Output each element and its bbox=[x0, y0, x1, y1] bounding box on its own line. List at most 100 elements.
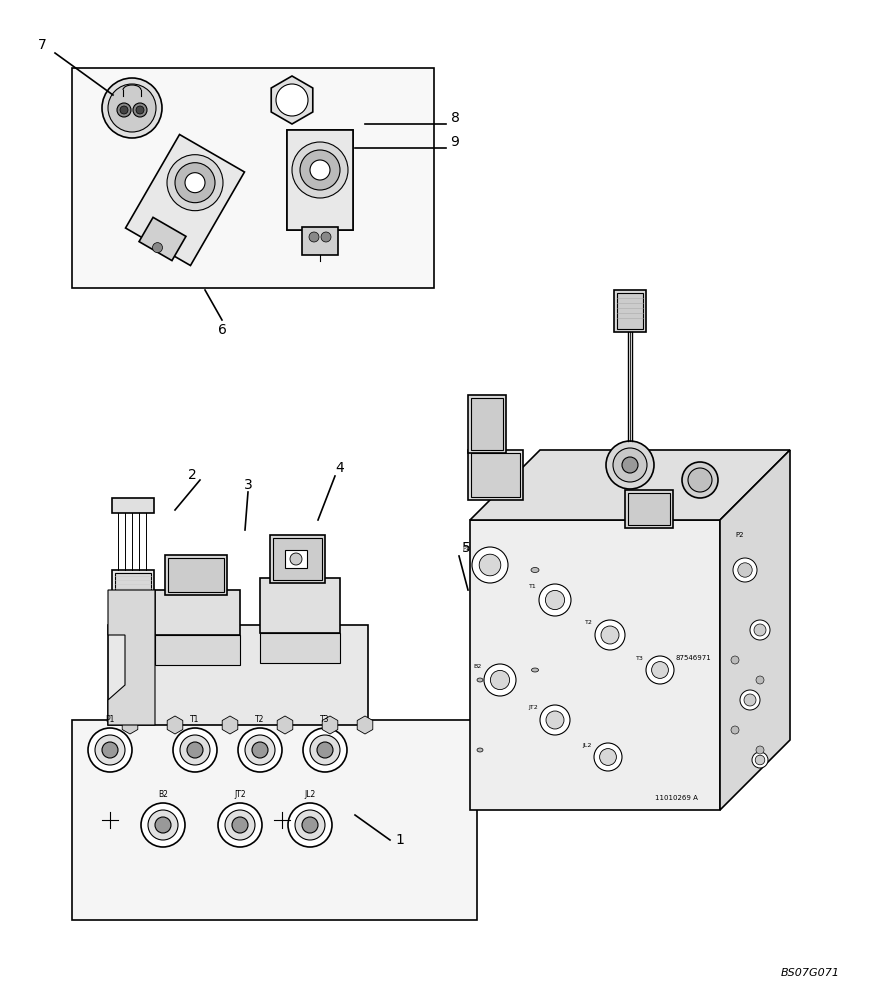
Bar bbox=[260, 633, 340, 663]
Circle shape bbox=[102, 78, 162, 138]
Circle shape bbox=[295, 810, 325, 840]
Circle shape bbox=[133, 103, 147, 117]
Bar bbox=[471, 453, 520, 497]
Bar bbox=[72, 720, 477, 920]
Text: T3: T3 bbox=[320, 715, 330, 724]
Circle shape bbox=[238, 728, 282, 772]
Circle shape bbox=[651, 662, 668, 678]
Text: 5: 5 bbox=[462, 541, 470, 555]
Circle shape bbox=[288, 803, 332, 847]
Text: 6: 6 bbox=[218, 323, 227, 337]
Circle shape bbox=[321, 232, 331, 242]
Text: P1: P1 bbox=[105, 715, 115, 724]
Circle shape bbox=[731, 656, 739, 664]
Text: 4: 4 bbox=[335, 461, 344, 475]
Circle shape bbox=[136, 106, 144, 114]
Circle shape bbox=[484, 664, 516, 696]
Circle shape bbox=[744, 694, 756, 706]
Text: B2: B2 bbox=[474, 664, 482, 668]
Circle shape bbox=[120, 106, 128, 114]
Circle shape bbox=[738, 563, 752, 577]
Polygon shape bbox=[277, 716, 293, 734]
Polygon shape bbox=[470, 520, 720, 810]
Bar bbox=[108, 625, 368, 725]
Polygon shape bbox=[322, 716, 338, 734]
Circle shape bbox=[594, 743, 622, 771]
Text: B2: B2 bbox=[158, 790, 168, 799]
Text: 7: 7 bbox=[37, 38, 46, 52]
Circle shape bbox=[95, 735, 125, 765]
Circle shape bbox=[167, 155, 223, 211]
Ellipse shape bbox=[532, 668, 539, 672]
Bar bbox=[115, 573, 151, 622]
Text: JT2: JT2 bbox=[528, 704, 538, 710]
Circle shape bbox=[185, 173, 205, 193]
Circle shape bbox=[646, 656, 674, 684]
Polygon shape bbox=[108, 590, 155, 725]
Text: 2: 2 bbox=[187, 468, 196, 482]
Circle shape bbox=[173, 728, 217, 772]
Circle shape bbox=[218, 803, 262, 847]
Circle shape bbox=[310, 160, 330, 180]
Text: P2: P2 bbox=[736, 532, 744, 538]
Ellipse shape bbox=[477, 678, 483, 682]
Bar bbox=[260, 578, 340, 633]
Circle shape bbox=[599, 749, 616, 765]
Circle shape bbox=[756, 746, 764, 754]
Circle shape bbox=[153, 243, 162, 253]
Text: 1: 1 bbox=[395, 833, 404, 847]
Circle shape bbox=[472, 547, 508, 583]
Circle shape bbox=[148, 810, 178, 840]
Polygon shape bbox=[167, 716, 183, 734]
Circle shape bbox=[310, 735, 340, 765]
Text: JT2: JT2 bbox=[235, 790, 246, 799]
Text: P1: P1 bbox=[462, 546, 470, 552]
Bar bbox=[617, 293, 643, 329]
Circle shape bbox=[141, 803, 185, 847]
Circle shape bbox=[303, 728, 347, 772]
Bar bbox=[471, 398, 503, 450]
Bar bbox=[72, 68, 434, 288]
Text: JL2: JL2 bbox=[582, 742, 592, 748]
Ellipse shape bbox=[477, 748, 483, 752]
Text: JL2: JL2 bbox=[304, 790, 316, 799]
Bar bbox=[628, 493, 670, 525]
Circle shape bbox=[688, 468, 712, 492]
FancyBboxPatch shape bbox=[287, 130, 353, 230]
Circle shape bbox=[545, 590, 565, 610]
Circle shape bbox=[682, 462, 718, 498]
Circle shape bbox=[606, 441, 654, 489]
Circle shape bbox=[225, 810, 255, 840]
Text: T2: T2 bbox=[585, 619, 593, 624]
Circle shape bbox=[276, 84, 308, 116]
Bar bbox=[155, 635, 240, 665]
Circle shape bbox=[595, 620, 625, 650]
Circle shape bbox=[546, 711, 564, 729]
Circle shape bbox=[175, 163, 215, 203]
Polygon shape bbox=[271, 76, 313, 124]
Polygon shape bbox=[357, 716, 373, 734]
Bar bbox=[155, 590, 240, 635]
Circle shape bbox=[302, 817, 318, 833]
Circle shape bbox=[750, 620, 770, 640]
Bar bbox=[625, 490, 673, 528]
Polygon shape bbox=[139, 217, 186, 261]
Circle shape bbox=[756, 676, 764, 684]
Polygon shape bbox=[122, 716, 137, 734]
Circle shape bbox=[187, 742, 203, 758]
Circle shape bbox=[309, 232, 319, 242]
Bar bbox=[112, 570, 154, 625]
Circle shape bbox=[252, 742, 268, 758]
Circle shape bbox=[180, 735, 210, 765]
Text: T1: T1 bbox=[529, 584, 537, 588]
Bar bbox=[168, 558, 224, 592]
Circle shape bbox=[317, 742, 333, 758]
Circle shape bbox=[754, 624, 766, 636]
Text: 11010269 A: 11010269 A bbox=[655, 795, 698, 801]
Circle shape bbox=[108, 84, 156, 132]
Text: BS07G071: BS07G071 bbox=[781, 968, 840, 978]
Text: T1: T1 bbox=[190, 715, 200, 724]
Circle shape bbox=[292, 142, 348, 198]
Circle shape bbox=[491, 670, 509, 690]
Circle shape bbox=[752, 752, 768, 768]
